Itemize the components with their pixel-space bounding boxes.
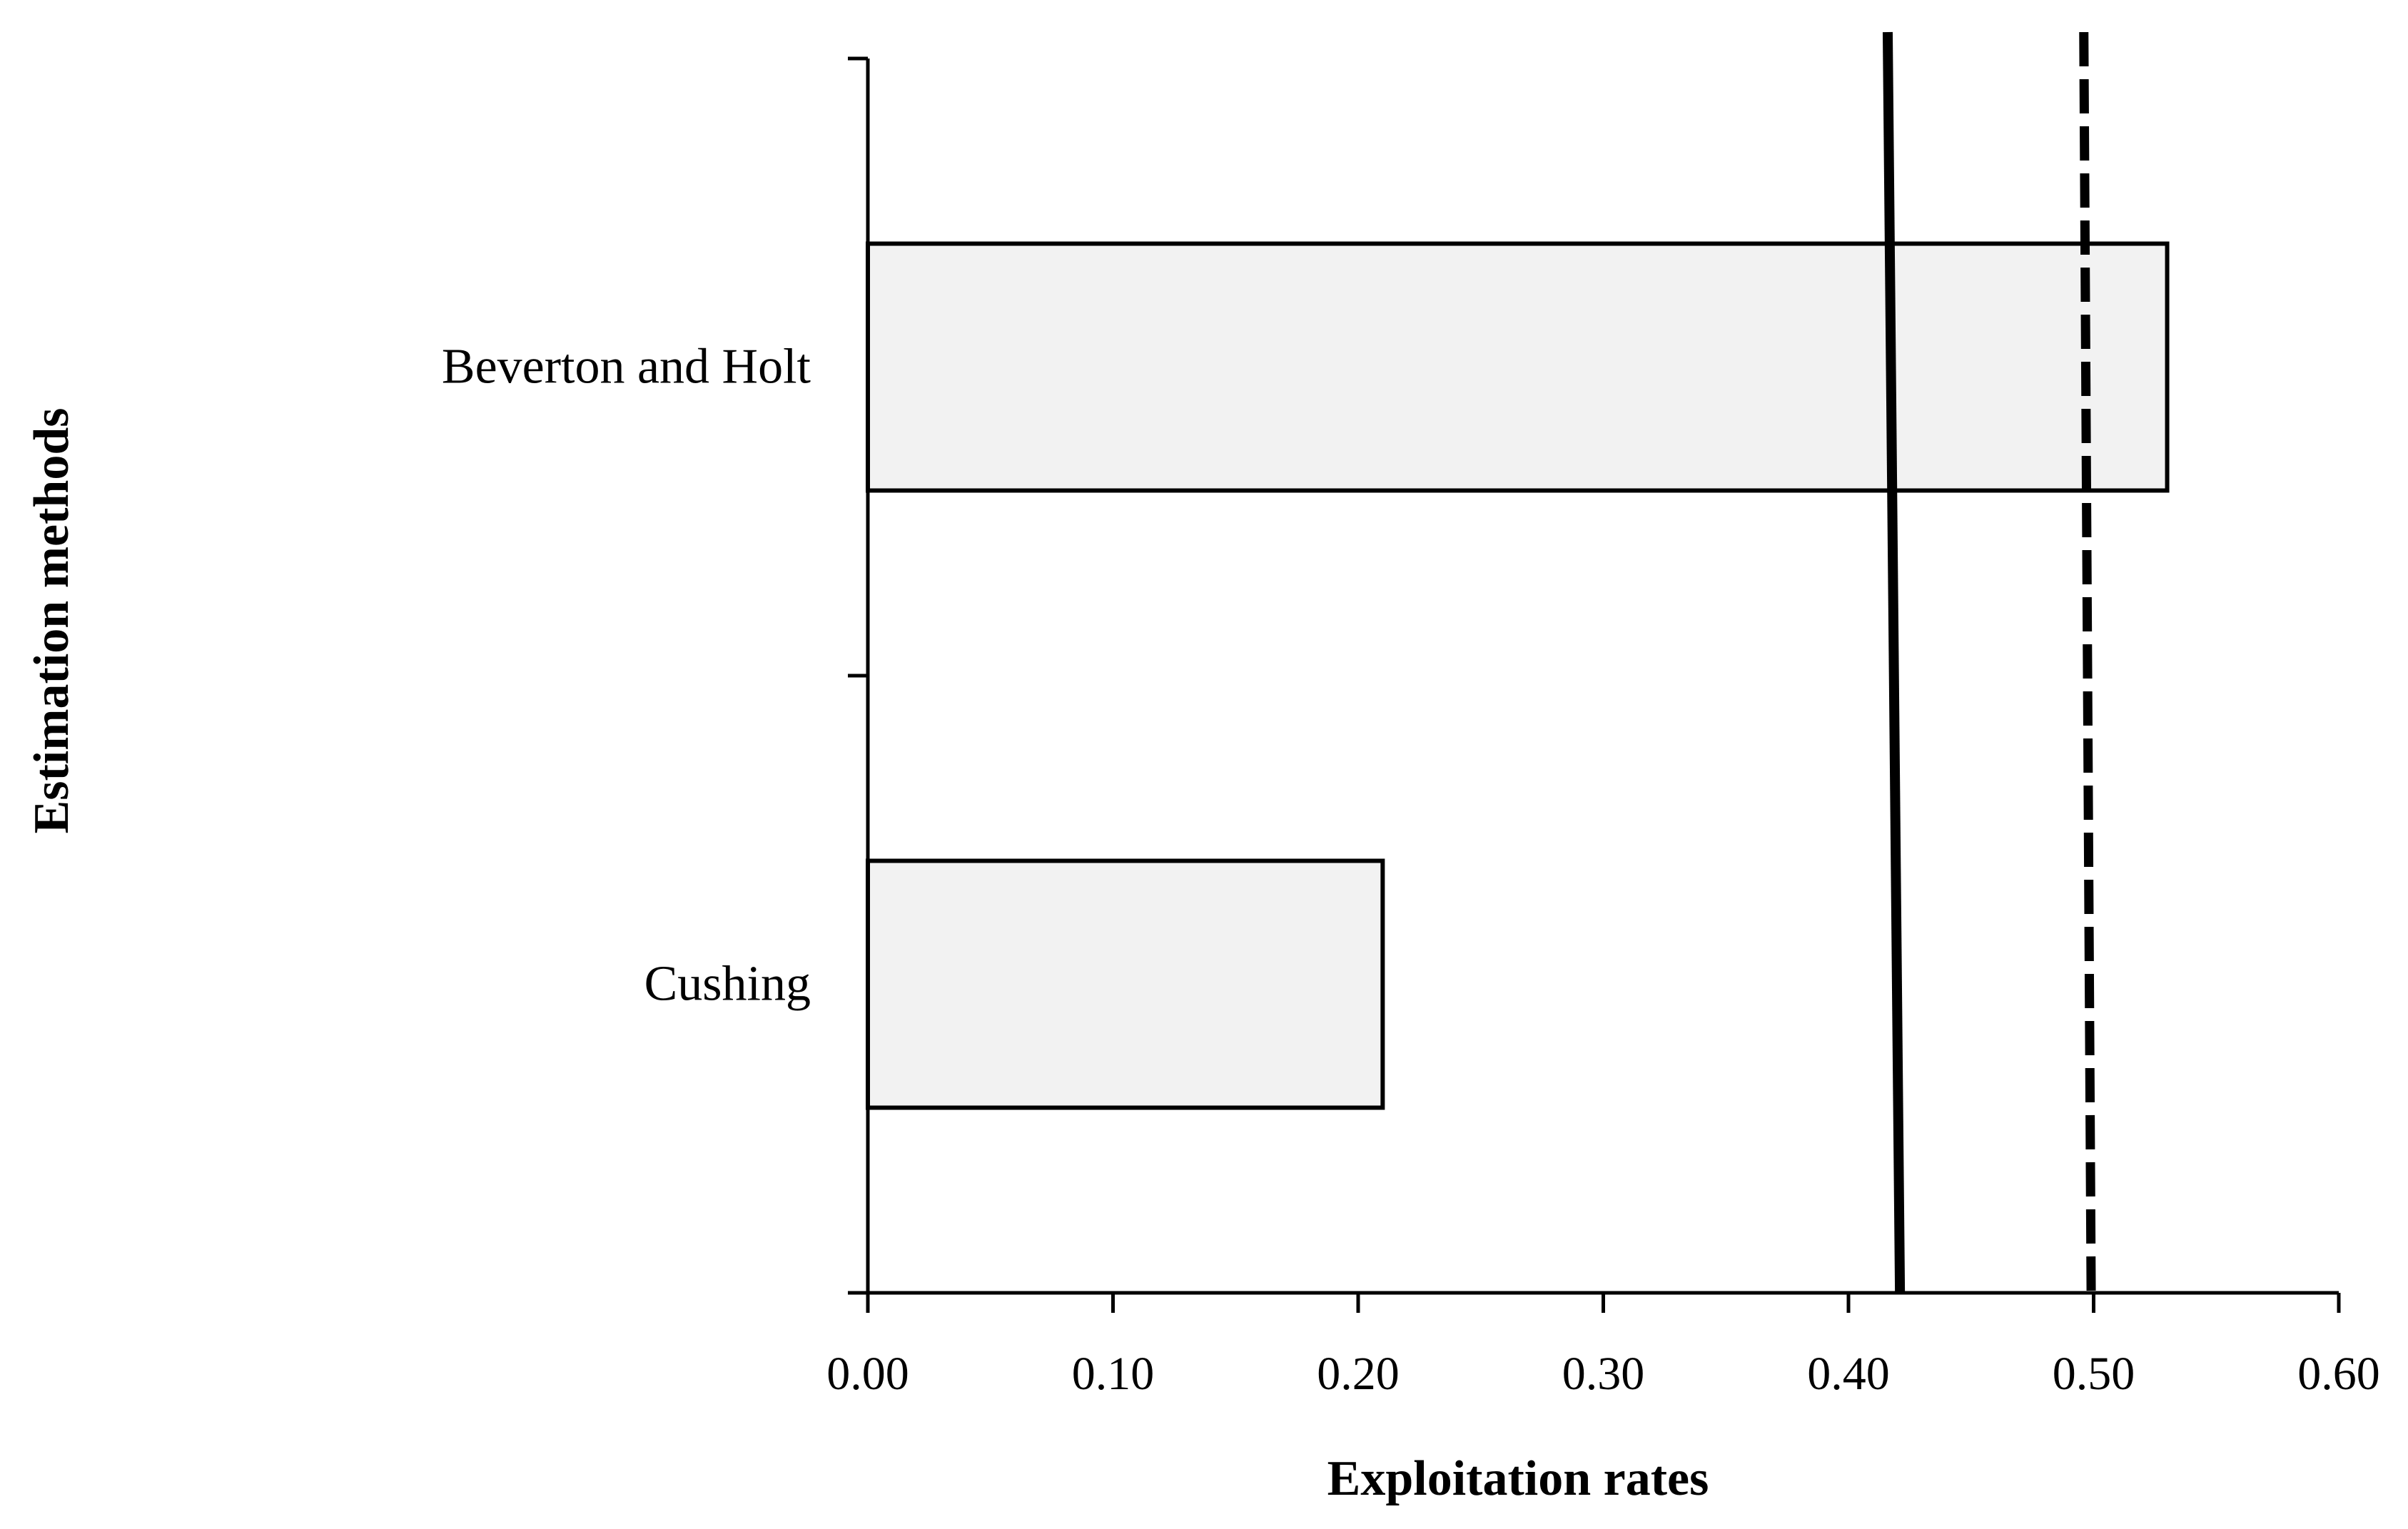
x-tick-label: 0.10: [1072, 1348, 1155, 1400]
x-tick-label: 0.30: [1562, 1348, 1645, 1400]
bar: [866, 241, 2170, 493]
x-tick-label: 0.50: [2053, 1348, 2135, 1400]
x-tick-label: 0.00: [826, 1348, 909, 1400]
x-tick-label: 0.40: [1807, 1348, 1890, 1400]
category-label: Beverton and Holt: [442, 340, 811, 395]
bar: [866, 858, 1385, 1110]
x-tick-label: 0.60: [2297, 1348, 2380, 1400]
y-axis-title: Estimation methods: [24, 408, 79, 834]
reference-line-solid: [1882, 31, 1906, 1294]
plot-area: Beverton and Holt Cushing 0.00 0.10 0.20 0.30…: [442, 31, 2380, 1400]
reference-line-dashed: [2079, 31, 2096, 1294]
category-label: Cushing: [644, 957, 811, 1012]
x-axis-title: Exploitation rates: [1327, 1451, 1709, 1506]
x-tick-label: 0.20: [1317, 1348, 1400, 1400]
